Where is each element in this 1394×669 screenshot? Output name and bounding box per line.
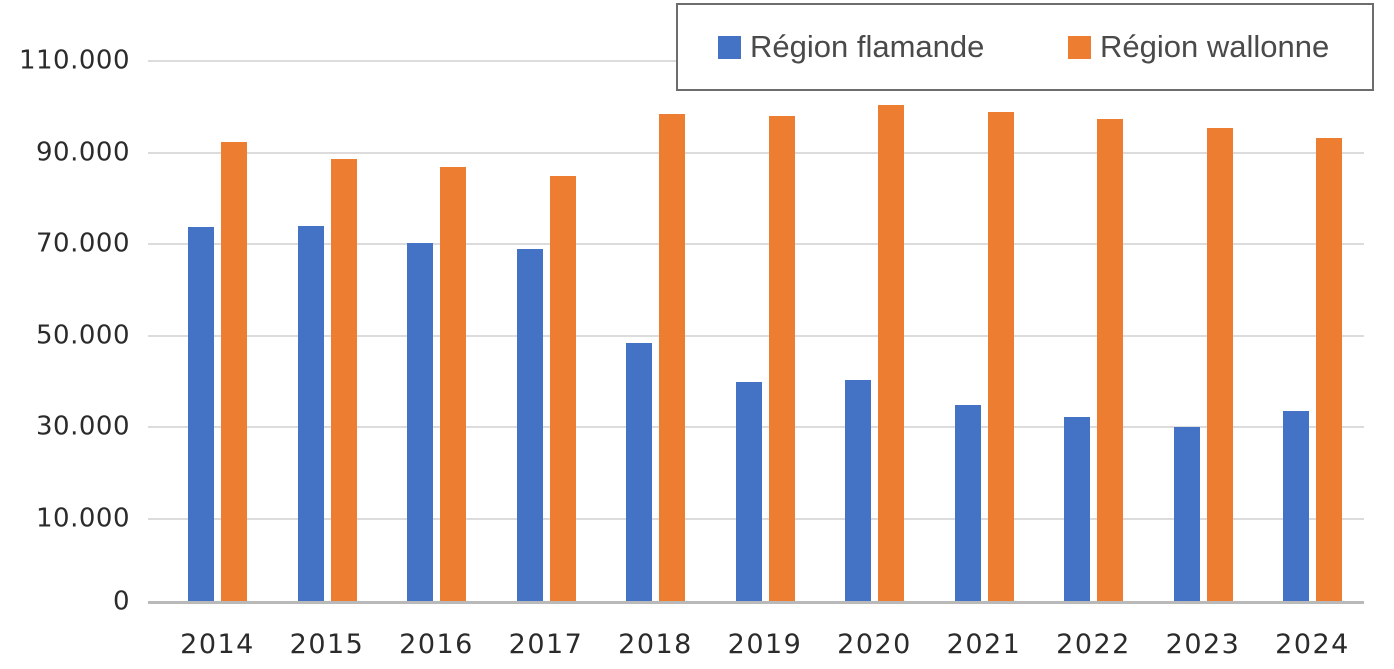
bar-2014-region-flamande <box>188 227 214 602</box>
bar-2016-region-wallonne <box>440 167 466 602</box>
bar-2014-region-wallonne <box>221 141 247 602</box>
y-gridline-90000 <box>148 151 1364 154</box>
x-axis-tick-label-2014: 2014 <box>180 629 255 660</box>
bar-2021-region-wallonne <box>987 111 1014 602</box>
y-axis-tick-label-110000: 110.000 <box>18 45 130 76</box>
bar-2024-region-flamande <box>1283 411 1309 602</box>
x-axis-tick-label-2022: 2022 <box>1056 629 1131 660</box>
legend: Région flamande Région wallonne <box>676 3 1374 91</box>
bar-2020-region-wallonne <box>878 104 904 602</box>
legend-label-region-flamande: Région flamande <box>750 29 985 64</box>
bar-2022-region-flamande <box>1064 416 1090 602</box>
x-axis-tick-label-2017: 2017 <box>508 629 584 660</box>
bar-2018-region-wallonne <box>659 114 685 602</box>
legend-item-region-wallonne: Région wallonne <box>1068 5 1329 89</box>
x-axis-tick-label-2023: 2023 <box>1165 629 1241 660</box>
bar-2019-region-flamande <box>735 382 762 602</box>
legend-color-swatch-region-wallonne <box>1068 35 1091 59</box>
y-axis-tick-label-50000: 50.000 <box>36 319 130 350</box>
legend-color-swatch-region-flamande <box>718 35 741 59</box>
bar-2022-region-wallonne <box>1097 118 1123 602</box>
x-axis-tick-label-2015: 2015 <box>289 629 365 660</box>
y-gridline-50000 <box>148 334 1364 337</box>
bar-2015-region-wallonne <box>330 158 357 602</box>
bar-2020-region-flamande <box>845 380 871 602</box>
y-axis-tick-label-10000: 10.000 <box>36 502 130 533</box>
x-axis-tick-label-2016: 2016 <box>399 629 474 660</box>
legend-label-region-wallonne: Région wallonne <box>1100 29 1330 64</box>
y-axis-tick-label-70000: 70.000 <box>36 228 130 259</box>
bar-2024-region-wallonne <box>1316 138 1342 602</box>
x-axis-line <box>148 600 1364 604</box>
bar-2019-region-wallonne <box>768 115 795 602</box>
x-axis-tick-label-2018: 2018 <box>618 629 693 660</box>
x-axis-tick-label-2019: 2019 <box>727 629 803 660</box>
bar-2017-region-flamande <box>516 248 543 602</box>
bar-2023-region-wallonne <box>1206 127 1233 602</box>
x-axis-tick-label-2020: 2020 <box>837 629 912 660</box>
bar-2016-region-flamande <box>407 242 433 602</box>
bar-2015-region-flamande <box>297 226 324 602</box>
x-axis-tick-label-2021: 2021 <box>946 629 1022 660</box>
y-gridline-70000 <box>148 243 1364 245</box>
y-axis-tick-label-90000: 90.000 <box>36 136 130 167</box>
y-axis-tick-label-30000: 30.000 <box>36 411 130 442</box>
bar-2017-region-wallonne <box>549 176 576 602</box>
bar-2021-region-flamande <box>954 405 981 602</box>
bar-2018-region-flamande <box>626 342 652 602</box>
y-axis-tick-label-0: 0 <box>112 586 130 617</box>
bar-2023-region-flamande <box>1173 427 1200 602</box>
x-axis-tick-label-2024: 2024 <box>1275 629 1350 660</box>
legend-item-region-flamande: Région flamande <box>718 5 984 89</box>
